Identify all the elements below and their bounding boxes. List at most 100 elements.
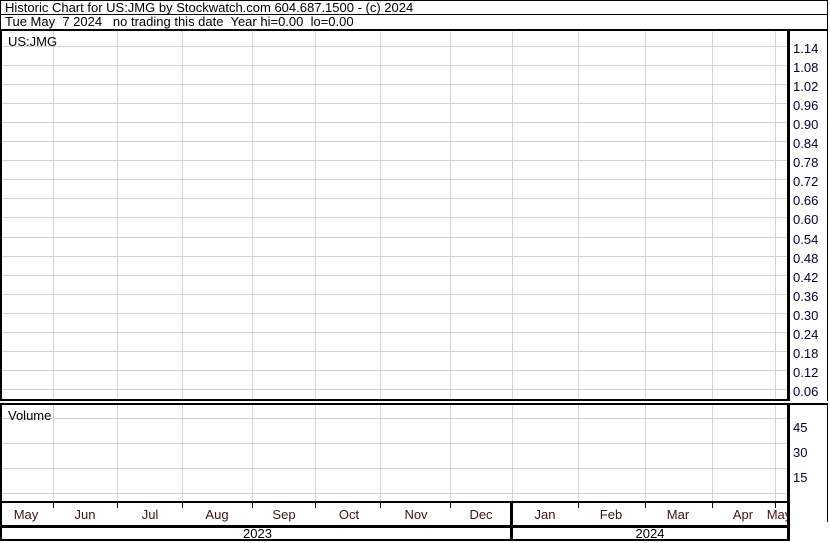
month-tick-label: Nov — [404, 507, 428, 522]
status-line: Tue May 7 2024 no trading this date Year… — [5, 14, 354, 29]
month-tick-label: Aug — [205, 507, 229, 522]
horizontal-gridline — [2, 370, 787, 371]
month-tick-mark — [182, 503, 183, 508]
month-tick-mark — [578, 503, 579, 508]
vertical-gridline — [315, 405, 316, 501]
volume-axis: 45 30 15 — [790, 405, 828, 522]
month-tick-label: Dec — [469, 507, 493, 522]
price-chart-bottom-border — [0, 399, 790, 401]
vertical-gridline — [712, 405, 713, 501]
price-chart-area: US:JMG — [0, 31, 790, 399]
horizontal-gridline — [2, 443, 787, 444]
vertical-gridline — [450, 31, 451, 399]
vertical-gridline — [775, 405, 776, 501]
vertical-gridline — [252, 405, 253, 501]
horizontal-gridline — [2, 313, 787, 314]
horizontal-gridline — [2, 389, 787, 390]
price-tick-label: 0.60 — [793, 212, 819, 227]
horizontal-gridline — [2, 65, 787, 66]
horizontal-gridline — [2, 103, 787, 104]
horizontal-gridline — [2, 468, 787, 469]
horizontal-gridline — [2, 179, 787, 180]
horizontal-gridline — [2, 294, 787, 295]
volume-chart-area: Volume — [0, 405, 790, 501]
month-axis-row: May Jun Jul Aug Sep Oct Nov Dec Jan Feb Mar Apr May — [0, 503, 790, 525]
price-tick-label: 0.66 — [793, 193, 819, 208]
price-tick-label: 1.08 — [793, 60, 819, 75]
vertical-gridline — [53, 31, 54, 399]
month-tick-mark — [53, 503, 54, 508]
volume-tick-label: 30 — [793, 445, 808, 460]
horizontal-gridline — [2, 493, 787, 494]
price-tick-label: 0.06 — [793, 384, 819, 399]
price-tick-label: 0.12 — [793, 365, 819, 380]
year-label-2023: 2023 — [243, 526, 272, 541]
symbol-label: US:JMG — [8, 34, 58, 49]
horizontal-gridline — [2, 275, 787, 276]
month-tick-mark — [117, 503, 118, 508]
price-tick-label: 0.96 — [793, 98, 819, 113]
horizontal-gridline — [2, 198, 787, 199]
volume-chart-bottom-border — [0, 501, 790, 503]
price-tick-label: 1.14 — [793, 41, 819, 56]
month-tick-mark — [380, 503, 381, 508]
vertical-gridline — [775, 31, 776, 399]
chart-title: Historic Chart for US:JMG by Stockwatch.… — [1, 1, 827, 15]
month-tick-label: May — [13, 507, 39, 522]
price-tick-label: 0.90 — [793, 117, 819, 132]
month-tick-label: May — [766, 507, 790, 522]
price-tick-label: 0.72 — [793, 174, 819, 189]
horizontal-gridline — [2, 418, 787, 419]
month-tick-mark — [645, 503, 646, 508]
vertical-gridline — [578, 405, 579, 501]
horizontal-gridline — [2, 160, 787, 161]
horizontal-gridline — [2, 84, 787, 85]
vertical-gridline — [380, 31, 381, 399]
month-tick-mark — [315, 503, 316, 508]
vertical-gridline — [182, 405, 183, 501]
price-tick-label: 0.48 — [793, 251, 819, 266]
month-tick-label: Jul — [141, 507, 159, 522]
price-tick-label: 0.18 — [793, 346, 819, 361]
month-tick-label: Oct — [338, 507, 360, 522]
month-tick-label: Apr — [732, 507, 754, 522]
volume-label: Volume — [8, 408, 52, 423]
year-box-2023: 2023 — [0, 526, 513, 541]
volume-chart-top-border — [0, 403, 828, 405]
vertical-gridline — [512, 31, 513, 399]
vertical-gridline — [315, 31, 316, 399]
horizontal-gridline — [2, 237, 787, 238]
vertical-gridline — [252, 31, 253, 399]
vertical-gridline — [712, 31, 713, 399]
month-tick-mark — [252, 503, 253, 508]
horizontal-gridline — [2, 332, 787, 333]
month-tick-label: Feb — [599, 507, 623, 522]
vertical-gridline — [117, 31, 118, 399]
horizontal-gridline — [2, 217, 787, 218]
price-tick-label: 0.42 — [793, 270, 819, 285]
month-tick-mark — [450, 503, 451, 508]
vertical-gridline — [450, 405, 451, 501]
chart-header: Historic Chart for US:JMG by Stockwatch.… — [0, 0, 828, 31]
vertical-gridline — [645, 405, 646, 501]
price-tick-label: 0.36 — [793, 289, 819, 304]
price-axis: 1.14 1.08 1.02 0.96 0.90 0.84 0.78 0.72 0.66 0.60… — [790, 31, 828, 401]
month-tick-label: Mar — [666, 507, 690, 522]
vertical-gridline — [380, 405, 381, 501]
month-tick-label: Jun — [74, 507, 96, 522]
vertical-gridline — [53, 405, 54, 501]
price-tick-label: 0.78 — [793, 155, 819, 170]
month-tick-label: Jan — [534, 507, 556, 522]
horizontal-gridline — [2, 141, 787, 142]
vertical-gridline — [578, 31, 579, 399]
month-row-bottom-border — [0, 525, 790, 528]
vertical-gridline — [512, 405, 513, 501]
month-tick-mark — [775, 503, 776, 508]
year-box-2024: 2024 — [513, 526, 790, 541]
vertical-gridline — [182, 31, 183, 399]
month-tick-label: Sep — [272, 507, 296, 522]
year-label-2024: 2024 — [635, 526, 665, 541]
year-divider-line — [510, 503, 513, 541]
horizontal-gridline — [2, 46, 787, 47]
